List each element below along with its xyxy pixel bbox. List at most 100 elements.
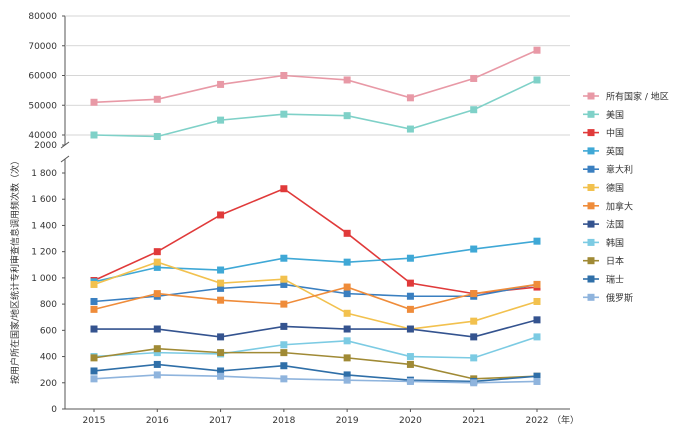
data-point	[470, 354, 478, 362]
series-line	[93, 187, 538, 295]
data-point	[406, 377, 414, 385]
x-tick-label: 2019	[336, 416, 359, 426]
data-point	[280, 322, 288, 330]
data-point	[406, 325, 414, 333]
data-point	[217, 266, 225, 274]
markers-layer	[90, 46, 541, 387]
data-point	[217, 349, 225, 357]
data-point	[280, 300, 288, 308]
data-point	[533, 377, 541, 385]
legend-marker	[587, 129, 595, 137]
data-point	[90, 305, 98, 313]
y-tick-label: 0	[51, 405, 57, 415]
data-point	[90, 131, 98, 139]
data-point	[343, 229, 351, 237]
data-point	[280, 185, 288, 193]
data-point	[470, 333, 478, 341]
x-unit-label: （年）	[552, 414, 579, 426]
y-tick-label: 1 400	[31, 221, 57, 231]
data-point	[153, 325, 161, 333]
y-tick-label: 2000	[34, 141, 57, 151]
series-line	[93, 79, 538, 138]
legend-marker	[587, 257, 595, 265]
legend-marker	[587, 184, 595, 191]
legend-label: 日本	[606, 255, 624, 267]
legend-marker	[587, 110, 595, 118]
data-point	[153, 290, 161, 298]
data-point	[217, 296, 225, 304]
data-point	[153, 345, 161, 353]
data-point	[217, 284, 225, 292]
data-point	[343, 290, 351, 298]
series-line	[93, 240, 538, 283]
data-point	[343, 309, 351, 317]
data-point	[470, 379, 478, 387]
data-point	[280, 362, 288, 370]
data-point	[343, 258, 351, 266]
data-point	[470, 74, 478, 82]
legend-marker	[587, 220, 595, 228]
x-tick-label: 2016	[146, 416, 169, 426]
data-point	[280, 72, 288, 79]
data-point	[280, 349, 288, 357]
legend-label: 德国	[606, 182, 624, 194]
y-tick-label: 60000	[28, 72, 57, 82]
data-point	[470, 317, 478, 325]
legend-label: 法国	[606, 219, 624, 231]
series-line	[93, 347, 538, 380]
legend-label: 所有国家 / 地区	[606, 91, 669, 103]
legend-label: 俄罗斯	[606, 292, 633, 304]
y-tick-label: 800	[40, 300, 57, 310]
data-point	[153, 360, 161, 368]
data-point	[533, 76, 541, 84]
data-point	[470, 245, 478, 253]
y-tick-label: 1 000	[31, 274, 57, 284]
data-point	[90, 354, 98, 362]
data-point	[343, 283, 351, 291]
series-line	[93, 283, 538, 311]
y-tick-label: 1 200	[31, 248, 57, 258]
data-point	[406, 360, 414, 368]
data-point	[217, 211, 225, 219]
data-point	[343, 371, 351, 379]
lines-layer	[93, 49, 538, 384]
series-line	[94, 319, 538, 338]
data-point	[533, 297, 541, 305]
data-point	[406, 125, 414, 133]
x-tick-label: 2017	[209, 416, 232, 426]
y-tick-label: 600	[40, 326, 57, 336]
data-point	[406, 279, 414, 287]
data-point	[533, 237, 541, 245]
y-tick-label: 40000	[28, 131, 57, 141]
y-tick-label: 50000	[28, 101, 57, 111]
legend-label: 中国	[606, 127, 624, 139]
y-tick-label: 1 800	[31, 169, 57, 179]
data-point	[153, 132, 161, 140]
series-line	[93, 336, 538, 359]
data-point	[90, 325, 98, 333]
legend-marker	[587, 293, 595, 301]
data-point	[343, 354, 351, 362]
legend-marker	[587, 147, 595, 155]
x-tick-label: 2015	[83, 416, 106, 426]
series-line	[93, 374, 538, 384]
y-tick-label: 400	[40, 353, 57, 363]
data-point	[343, 112, 351, 120]
legend-marker	[587, 202, 595, 210]
data-point	[90, 98, 98, 106]
data-point	[533, 280, 541, 288]
data-point	[343, 325, 351, 333]
data-point	[90, 375, 98, 383]
data-point	[280, 275, 288, 283]
x-tick-label: 2021	[462, 416, 485, 426]
legend-marker	[587, 165, 595, 173]
data-point	[153, 248, 161, 256]
data-point	[217, 116, 225, 124]
data-point	[280, 280, 288, 288]
data-point	[280, 254, 288, 262]
x-tick-label: 2020	[399, 416, 422, 426]
data-point	[470, 106, 478, 114]
